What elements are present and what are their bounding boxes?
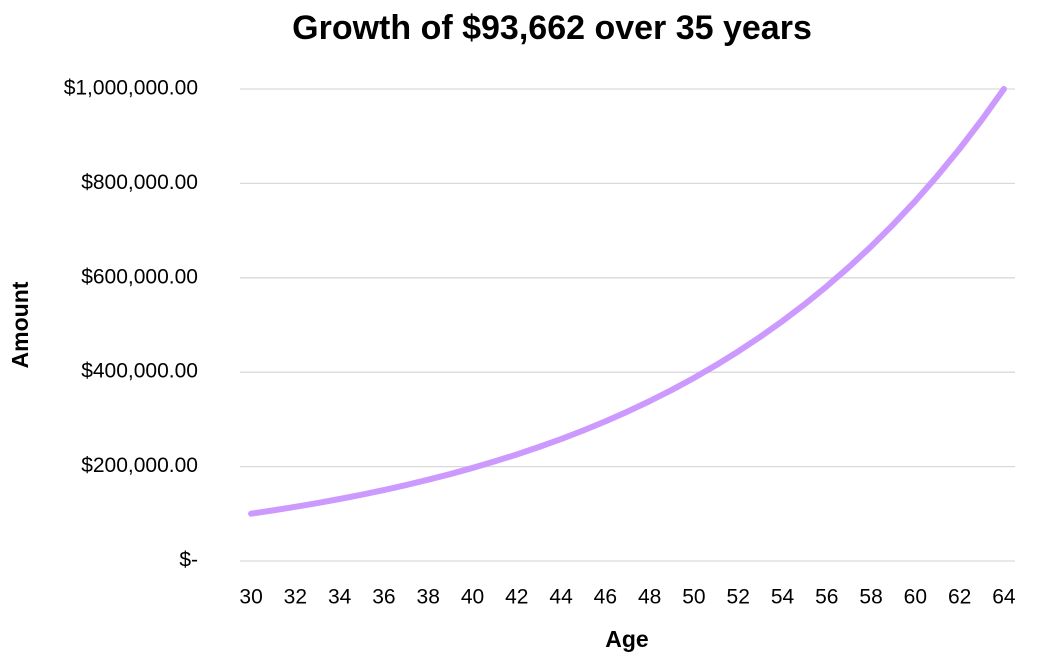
y-tick-label: $800,000.00 bbox=[81, 171, 198, 194]
x-tick-label: 32 bbox=[284, 586, 307, 609]
y-axis-title: Amount bbox=[7, 281, 33, 368]
chart-title: Growth of $93,662 over 35 years bbox=[292, 9, 812, 47]
x-tick-label: 40 bbox=[461, 586, 484, 609]
x-tick-label: 36 bbox=[372, 586, 395, 609]
x-tick-label: 58 bbox=[859, 586, 882, 609]
y-tick-label: $600,000.00 bbox=[81, 265, 198, 288]
line bbox=[248, 86, 1007, 517]
x-tick-label: 42 bbox=[505, 586, 528, 609]
x-tick-label: 54 bbox=[771, 586, 795, 609]
x-tick-label: 60 bbox=[904, 586, 927, 609]
x-tick-label: 46 bbox=[594, 586, 617, 609]
x-tick-label: 64 bbox=[992, 586, 1016, 609]
x-tick-label: 34 bbox=[328, 586, 352, 609]
y-tick-label: $200,000.00 bbox=[81, 454, 198, 477]
x-tick-label: 56 bbox=[815, 586, 838, 609]
x-tick-label: 48 bbox=[638, 586, 661, 609]
x-tick-label: 30 bbox=[239, 586, 262, 609]
x-tick-label: 38 bbox=[417, 586, 440, 609]
x-tick-label: 50 bbox=[682, 586, 705, 609]
y-tick-label: $1,000,000.00 bbox=[64, 77, 198, 100]
x-tick-label: 44 bbox=[549, 586, 573, 609]
y-tick-label: $- bbox=[179, 549, 198, 572]
x-tick-label: 62 bbox=[948, 586, 971, 609]
x-axis-title: Age bbox=[605, 626, 648, 652]
y-tick-label: $400,000.00 bbox=[81, 360, 198, 383]
x-tick-label: 52 bbox=[727, 586, 750, 609]
